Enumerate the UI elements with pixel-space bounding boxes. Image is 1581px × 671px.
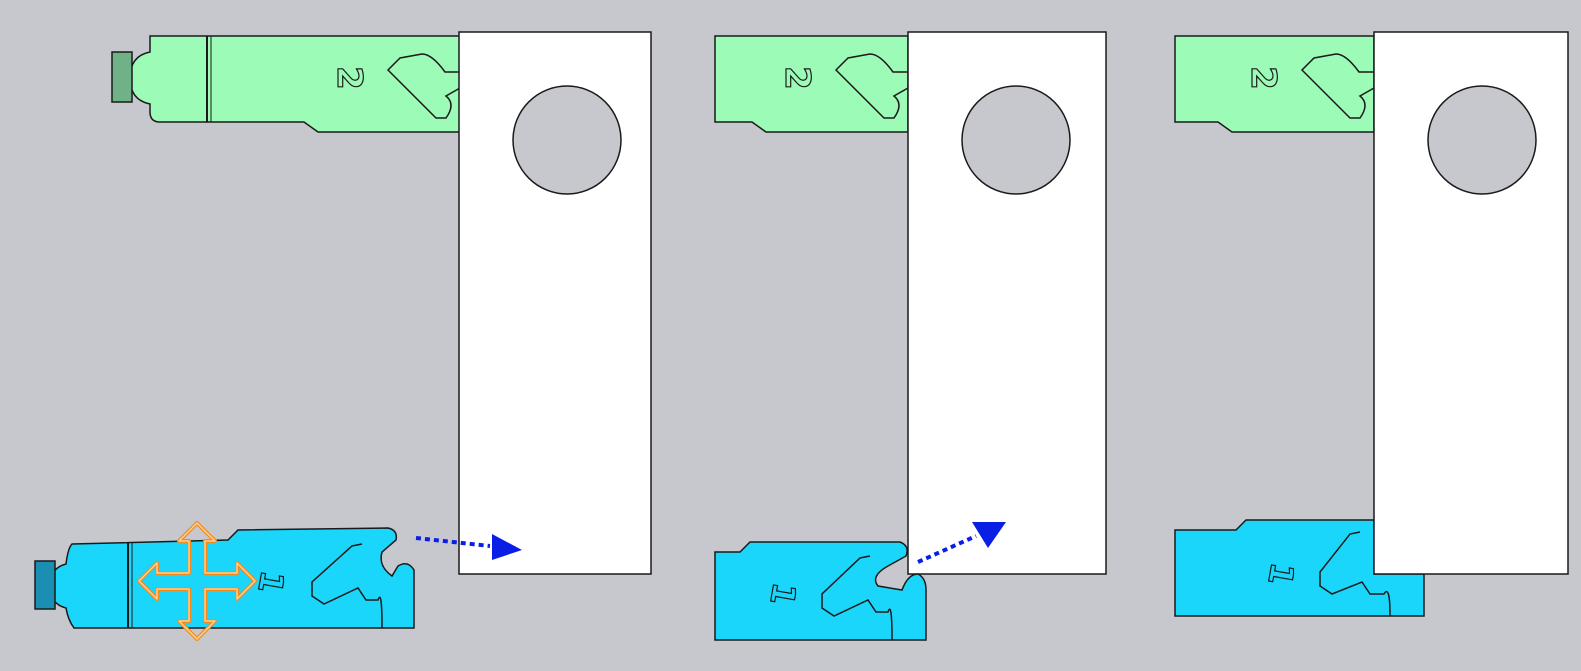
lower-blue-part: 1: [714, 541, 927, 641]
upper-green-part: 2: [714, 35, 909, 133]
move-cross-icon: [137, 521, 257, 641]
board-hole: [961, 85, 1071, 195]
board-hole: [1427, 85, 1537, 195]
part-label-2: 2: [777, 66, 817, 90]
board-hole: [512, 85, 622, 195]
step-1-panel: 2 1: [34, 31, 652, 641]
green-tab: [111, 51, 133, 103]
step-3-panel: 2 1: [1174, 31, 1569, 617]
dotted-arrow-icon: [415, 534, 522, 560]
part-label-2: 2: [1243, 66, 1283, 90]
blue-tab: [34, 560, 56, 610]
step-2-panel: 2 1: [714, 31, 1107, 641]
part-label-2: 2: [329, 66, 369, 90]
upper-green-part: 2: [111, 35, 461, 133]
dotted-arrow-icon: [917, 522, 1006, 564]
lower-blue-part: 1: [34, 527, 415, 629]
upper-green-part: 2: [1174, 35, 1375, 133]
